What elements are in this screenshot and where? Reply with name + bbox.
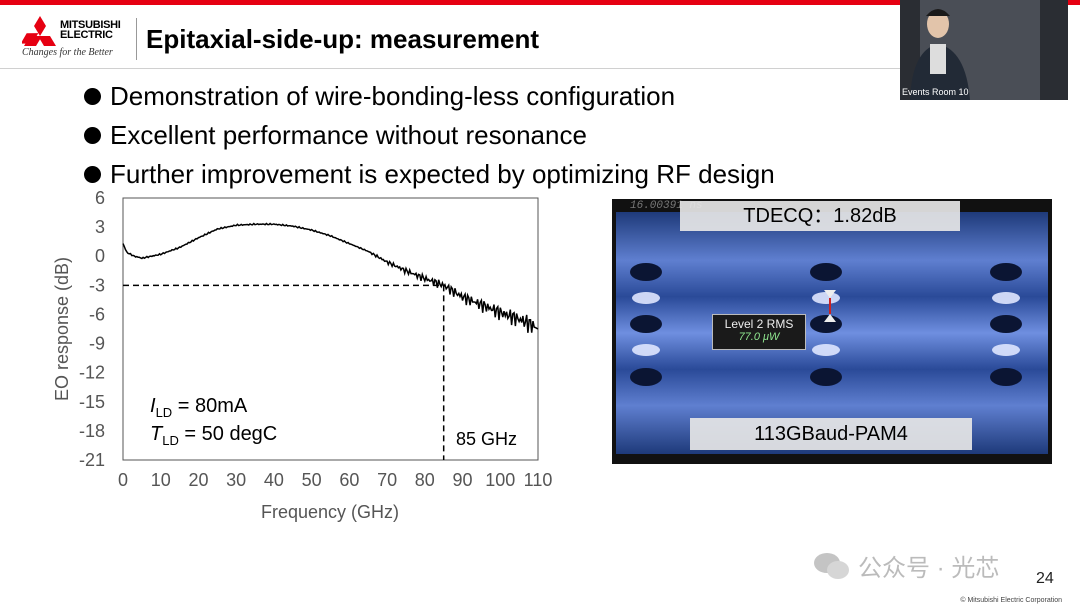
tdecq-label: TDECQ：1.82dB xyxy=(680,201,960,231)
brand-top-bar xyxy=(0,0,1080,5)
eye-diagram-image xyxy=(616,212,1048,454)
temp-subscript: LD xyxy=(162,433,179,448)
title-separator xyxy=(136,18,137,60)
watermark-text: 公众号 · 光芯 xyxy=(858,555,1000,582)
bullet-item: Further improvement is expected by optim… xyxy=(84,156,775,195)
plot-frame xyxy=(122,197,539,461)
baud-format-label: 113GBaud-PAM4 xyxy=(690,418,972,450)
slide-title: Epitaxial-side-up: measurement xyxy=(146,24,539,54)
current-condition-label: ILD = 80mA xyxy=(150,395,248,420)
bullet-text: Excellent performance without resonance xyxy=(110,120,587,150)
temp-symbol: T xyxy=(150,423,164,445)
bullet-dot-icon xyxy=(84,127,101,144)
bandwidth-label: 85 GHz xyxy=(456,429,517,449)
x-tick-label: 70 xyxy=(377,470,397,490)
x-tick-label: 60 xyxy=(339,470,359,490)
page-number: 24 xyxy=(1036,570,1054,587)
mitsubishi-logo: MITSUBISHI ELECTRIC Changes for the Bett… xyxy=(22,14,142,64)
eye-openings xyxy=(630,263,1022,386)
three-diamonds-icon xyxy=(22,16,56,46)
x-axis-label: Frequency (GHz) xyxy=(261,502,399,522)
bullet-text: Demonstration of wire-bonding-less confi… xyxy=(110,81,676,111)
bullet-item: Excellent performance without resonance xyxy=(84,117,775,156)
bullet-text: Further improvement is expected by optim… xyxy=(110,159,775,189)
y-tick-label: 6 xyxy=(95,188,105,208)
y-tick-label: -3 xyxy=(89,275,105,295)
rms-marker-icon xyxy=(824,290,836,322)
x-tick-label: 110 xyxy=(524,470,553,490)
y-tick-label: -15 xyxy=(79,392,105,412)
bullet-dot-icon xyxy=(84,88,101,105)
x-tick-label: 100 xyxy=(485,470,515,490)
speaker-silhouette-icon xyxy=(900,0,1068,100)
level-2-rms-box: Level 2 RMS 77.0 μW xyxy=(712,314,806,350)
current-value: = 80mA xyxy=(172,395,248,417)
eo-response-chart: 0 10 20 30 40 50 60 70 80 90 100 110 630-3-6-9-12-1… xyxy=(52,188,552,522)
current-subscript: LD xyxy=(156,405,173,420)
x-tick-label: 90 xyxy=(453,470,473,490)
x-tick-label: 0 xyxy=(118,470,128,490)
y-tick-label: -9 xyxy=(89,334,105,354)
y-tick-label: 0 xyxy=(95,246,105,266)
x-tick-labels: 0 10 20 30 40 50 60 70 80 90 100 110 xyxy=(118,470,552,490)
current-symbol: I xyxy=(150,395,156,417)
x-tick-label: 50 xyxy=(302,470,322,490)
y-tick-label: -6 xyxy=(89,304,105,324)
y-tick-label: -18 xyxy=(79,421,105,441)
video-room-label: Events Room 10 xyxy=(902,87,969,97)
wechat-watermark: 公众号 · 光芯 xyxy=(812,548,999,583)
y-axis-label: EO response (dB) xyxy=(52,257,72,401)
bullet-dot-icon xyxy=(84,166,101,183)
bullet-list: Demonstration of wire-bonding-less confi… xyxy=(84,78,775,195)
y-tick-label: 3 xyxy=(95,217,105,237)
x-tick-label: 10 xyxy=(151,470,171,490)
brand-name: MITSUBISHI ELECTRIC xyxy=(60,19,121,41)
x-tick-label: 30 xyxy=(226,470,246,490)
rms-title: Level 2 RMS xyxy=(724,317,794,331)
y-tick-label: -12 xyxy=(79,363,105,383)
speaker-video-feed[interactable]: Events Room 10 xyxy=(900,0,1068,100)
brand-name-line2: ELECTRIC xyxy=(60,29,113,41)
brand-tagline: Changes for the Better xyxy=(22,47,113,58)
y-tick-label: -21 xyxy=(79,450,105,470)
title-divider xyxy=(0,68,900,69)
temp-value: = 50 degC xyxy=(179,423,277,445)
copyright-notice: © Mitsubishi Electric Corporation xyxy=(960,597,1062,604)
eo-response-line xyxy=(122,222,539,333)
wechat-icon xyxy=(814,552,849,579)
bullet-item: Demonstration of wire-bonding-less confi… xyxy=(84,78,775,117)
brand-name-line1: MITSUBISHI xyxy=(60,19,121,31)
x-tick-label: 20 xyxy=(188,470,208,490)
x-tick-label: 40 xyxy=(264,470,284,490)
x-tick-label: 80 xyxy=(415,470,435,490)
y-tick-labels: 6 3 0 -3 -6 -9 -12 -15 -18 -21 xyxy=(79,188,105,470)
temperature-condition-label: TLD = 50 degC xyxy=(150,423,277,448)
rms-value: 77.0 μW xyxy=(738,331,780,343)
